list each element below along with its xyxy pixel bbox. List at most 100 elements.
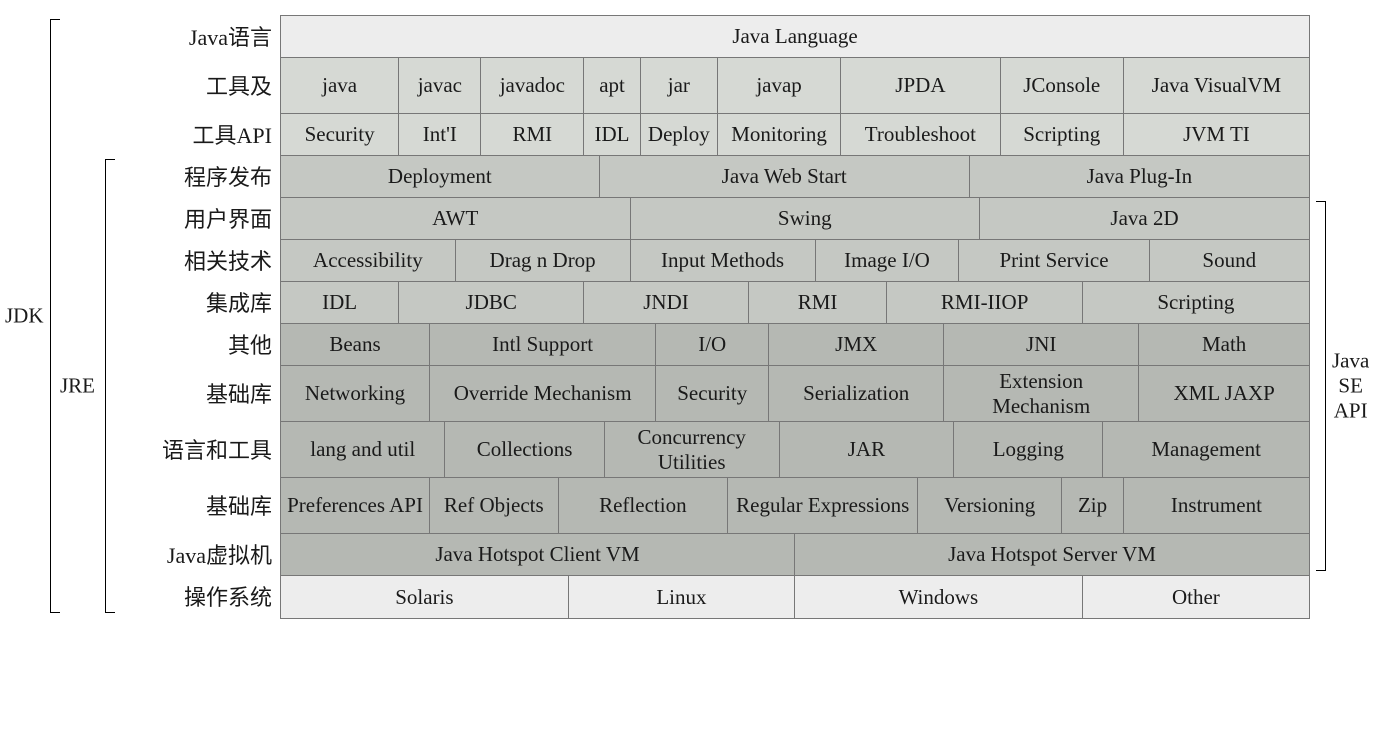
table-cell: Security	[656, 366, 769, 421]
table-row: SolarisLinuxWindowsOther	[281, 576, 1309, 618]
table-cell: Security	[281, 114, 399, 155]
table-cell: Linux	[569, 576, 795, 618]
row-label: 语言和工具	[105, 421, 280, 477]
bracket-label: JDK	[5, 304, 44, 329]
table-row: AccessibilityDrag n DropInput MethodsIma…	[281, 240, 1309, 282]
table-cell: RMI	[481, 114, 584, 155]
table-cell: Preferences API	[281, 478, 430, 533]
table-cell: javac	[399, 58, 481, 113]
bracket-label: Java SE API	[1332, 349, 1369, 424]
table-cell: javadoc	[481, 58, 584, 113]
table-cell: Java VisualVM	[1124, 58, 1309, 113]
table-cell: Print Service	[959, 240, 1149, 281]
row-label: 相关技术	[105, 239, 280, 281]
table-cell: Image I/O	[816, 240, 960, 281]
table-cell: javap	[718, 58, 841, 113]
bracket	[105, 159, 115, 613]
table-cell: Deployment	[281, 156, 600, 197]
row-label: Java语言	[105, 15, 280, 57]
table-cell: Override Mechanism	[430, 366, 656, 421]
table-cell: RMI-IIOP	[887, 282, 1082, 323]
table-cell: Extension Mechanism	[944, 366, 1139, 421]
table-row: Java Language	[281, 16, 1309, 58]
table-cell: JNDI	[584, 282, 748, 323]
table-cell: Logging	[954, 422, 1103, 477]
table-row: NetworkingOverride MechanismSecuritySeri…	[281, 366, 1309, 422]
table-cell: IDL	[584, 114, 641, 155]
table-row: BeansIntl SupportI/OJMXJNIMath	[281, 324, 1309, 366]
right-bracket-area: Java SE API	[1310, 15, 1390, 617]
table-cell: Input Methods	[631, 240, 816, 281]
table-cell: Drag n Drop	[456, 240, 631, 281]
table-cell: Swing	[631, 198, 981, 239]
row-label: 操作系统	[105, 575, 280, 617]
table-cell: Java Hotspot Server VM	[795, 534, 1309, 575]
table-cell: Other	[1083, 576, 1309, 618]
bracket	[50, 19, 60, 613]
table-cell: Sound	[1150, 240, 1309, 281]
row-labels-column: Java语言工具及工具API程序发布用户界面相关技术集成库其他基础库语言和工具基…	[105, 15, 280, 619]
row-label: 工具及	[105, 57, 280, 113]
table-cell: Intl Support	[430, 324, 656, 365]
table-cell: Scripting	[1083, 282, 1309, 323]
table-cell: Ref Objects	[430, 478, 559, 533]
table-cell: JDBC	[399, 282, 584, 323]
table-cell: Solaris	[281, 576, 569, 618]
left-bracket-area: JDK JRE	[5, 15, 105, 617]
table-cell: Reflection	[559, 478, 729, 533]
table-cell: JAR	[780, 422, 955, 477]
table-cell: Java Web Start	[600, 156, 970, 197]
table-row: AWTSwingJava 2D	[281, 198, 1309, 240]
jdk-architecture-diagram: JDKJRE Java语言工具及工具API程序发布用户界面相关技术集成库其他基础…	[5, 15, 1389, 619]
diagram-table: Java Languagejavajavacjavadocaptjarjavap…	[280, 15, 1310, 619]
table-cell: Int'I	[399, 114, 481, 155]
table-cell: JMX	[769, 324, 944, 365]
table-cell: java	[281, 58, 399, 113]
row-label: 集成库	[105, 281, 280, 323]
table-cell: Java 2D	[980, 198, 1309, 239]
table-cell: IDL	[281, 282, 399, 323]
table-cell: Versioning	[918, 478, 1062, 533]
table-cell: JConsole	[1001, 58, 1124, 113]
table-cell: Math	[1139, 324, 1309, 365]
table-cell: JVM TI	[1124, 114, 1309, 155]
table-row: javajavacjavadocaptjarjavapJPDAJConsoleJ…	[281, 58, 1309, 114]
bracket-label: JRE	[60, 374, 95, 399]
row-label: 其他	[105, 323, 280, 365]
table-cell: AWT	[281, 198, 631, 239]
table-cell: Monitoring	[718, 114, 841, 155]
table-cell: JPDA	[841, 58, 1000, 113]
table-cell: Collections	[445, 422, 604, 477]
table-row: DeploymentJava Web StartJava Plug-In	[281, 156, 1309, 198]
table-row: Java Hotspot Client VMJava Hotspot Serve…	[281, 534, 1309, 576]
table-row: IDLJDBCJNDIRMIRMI-IIOPScripting	[281, 282, 1309, 324]
table-cell: Serialization	[769, 366, 944, 421]
table-cell: Troubleshoot	[841, 114, 1000, 155]
table-cell: Zip	[1062, 478, 1124, 533]
table-cell: Java Hotspot Client VM	[281, 534, 795, 575]
row-label: 工具API	[105, 113, 280, 155]
table-cell: Deploy	[641, 114, 718, 155]
table-cell: Instrument	[1124, 478, 1309, 533]
row-label: 基础库	[105, 365, 280, 421]
table-cell: Java Plug-In	[970, 156, 1309, 197]
table-cell: Regular Expressions	[728, 478, 918, 533]
table-cell: Accessibility	[281, 240, 456, 281]
table-cell: JNI	[944, 324, 1139, 365]
table-cell: Scripting	[1001, 114, 1124, 155]
row-label: 程序发布	[105, 155, 280, 197]
table-cell: Windows	[795, 576, 1083, 618]
table-row: SecurityInt'IRMIIDLDeployMonitoringTroub…	[281, 114, 1309, 156]
row-label: 基础库	[105, 477, 280, 533]
table-cell: lang and util	[281, 422, 445, 477]
table-cell: Concurrency Utilities	[605, 422, 780, 477]
table-cell: Java Language	[281, 16, 1309, 57]
table-cell: XML JAXP	[1139, 366, 1309, 421]
table-row: lang and utilCollectionsConcurrency Util…	[281, 422, 1309, 478]
table-cell: RMI	[749, 282, 888, 323]
table-cell: jar	[641, 58, 718, 113]
bracket	[1316, 201, 1326, 571]
row-label: 用户界面	[105, 197, 280, 239]
table-cell: apt	[584, 58, 641, 113]
row-label: Java虚拟机	[105, 533, 280, 575]
